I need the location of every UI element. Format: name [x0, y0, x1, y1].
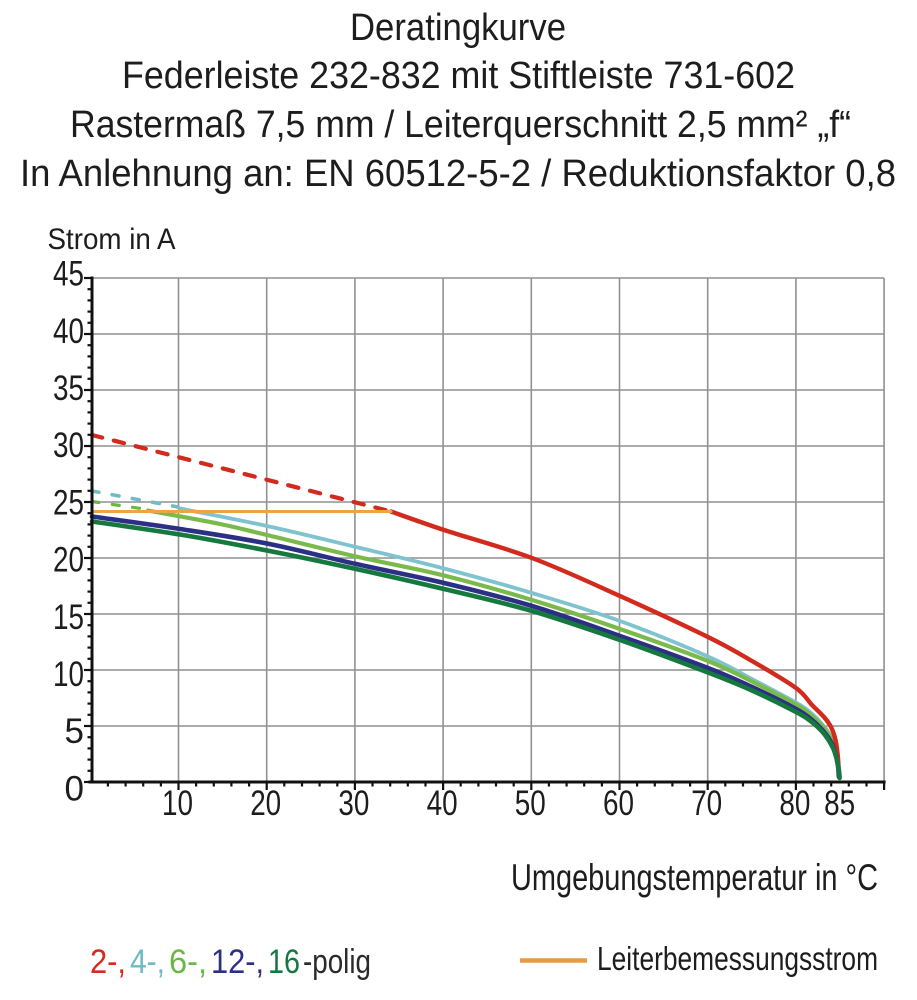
svg-text:4-,: 4-, — [130, 943, 165, 981]
svg-text:20: 20 — [250, 784, 281, 823]
svg-text:10: 10 — [53, 655, 84, 694]
svg-text:Deratingkurve: Deratingkurve — [350, 7, 566, 49]
svg-text:30: 30 — [338, 784, 369, 823]
svg-text:5: 5 — [65, 712, 84, 751]
svg-text:80: 80 — [779, 784, 810, 823]
svg-text:50: 50 — [515, 784, 546, 823]
svg-text:25: 25 — [53, 483, 84, 522]
svg-text:Rastermaß 7,5 mm / Leiterquers: Rastermaß 7,5 mm / Leiterquerschnitt 2,5… — [70, 104, 851, 146]
svg-text:In Anlehnung an: EN 60512-5-2: In Anlehnung an: EN 60512-5-2 / Reduktio… — [20, 153, 896, 195]
svg-text:Leiterbemessungsstrom: Leiterbemessungsstrom — [597, 940, 878, 977]
svg-text:45: 45 — [53, 255, 84, 294]
svg-text:60: 60 — [603, 784, 634, 823]
svg-text:0: 0 — [65, 769, 84, 808]
svg-text:40: 40 — [53, 312, 84, 351]
svg-text:16: 16 — [268, 943, 300, 981]
svg-text:35: 35 — [53, 369, 84, 408]
svg-text:12-,: 12-, — [211, 943, 264, 981]
svg-text:Strom in A: Strom in A — [48, 223, 176, 256]
svg-text:30: 30 — [53, 426, 84, 465]
svg-text:85: 85 — [824, 784, 855, 823]
svg-text:40: 40 — [427, 784, 458, 823]
svg-text:Umgebungstemperatur in °C: Umgebungstemperatur in °C — [511, 857, 878, 898]
svg-text:-polig: -polig — [303, 943, 371, 981]
svg-text:Federleiste 232-832 mit Stiftl: Federleiste 232-832 mit Stiftleiste 731-… — [122, 55, 795, 97]
svg-text:2-,: 2-, — [90, 943, 126, 981]
svg-text:6-,: 6-, — [169, 943, 207, 981]
svg-text:10: 10 — [162, 784, 193, 823]
svg-text:20: 20 — [53, 541, 84, 580]
svg-text:70: 70 — [691, 784, 722, 823]
svg-text:15: 15 — [53, 598, 84, 637]
